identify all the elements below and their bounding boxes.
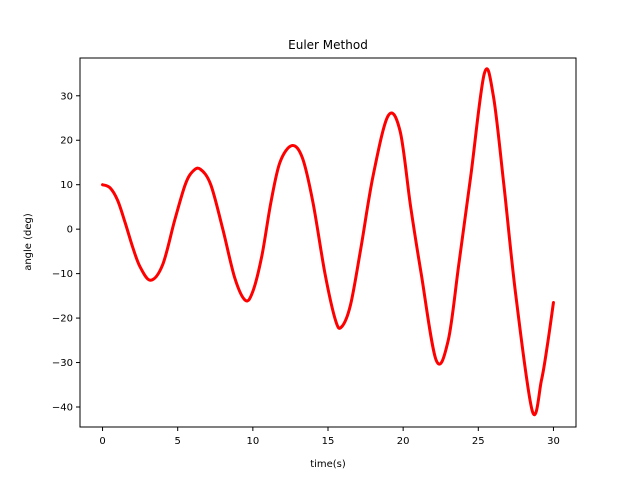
y-tick-label: −20 — [52, 314, 73, 325]
y-axis-label: angle (deg) — [23, 213, 34, 271]
x-tick-label: 5 — [175, 436, 181, 447]
y-tick-label: 20 — [60, 136, 73, 147]
series-line — [101, 67, 555, 417]
y-tick-label: −30 — [52, 358, 73, 369]
x-axis: 0 5 10 15 20 25 30 — [99, 427, 560, 447]
x-tick-label: 30 — [547, 436, 560, 447]
x-axis-label: time(s) — [310, 459, 346, 470]
x-tick-label: 10 — [246, 436, 259, 447]
y-tick-label: 30 — [60, 91, 73, 102]
x-tick-label: 0 — [99, 436, 105, 447]
x-tick-label: 15 — [322, 436, 335, 447]
y-tick-label: 0 — [67, 225, 73, 236]
plot-area — [79, 57, 577, 428]
chart-title: Euler Method — [288, 38, 368, 52]
x-tick-label: 20 — [397, 436, 410, 447]
y-tick-label: −40 — [52, 402, 73, 413]
x-tick-label: 25 — [472, 436, 485, 447]
y-tick-label: −10 — [52, 269, 73, 280]
y-axis: −40 −30 −20 −10 0 10 20 30 — [52, 91, 80, 413]
y-tick-label: 10 — [60, 180, 73, 191]
